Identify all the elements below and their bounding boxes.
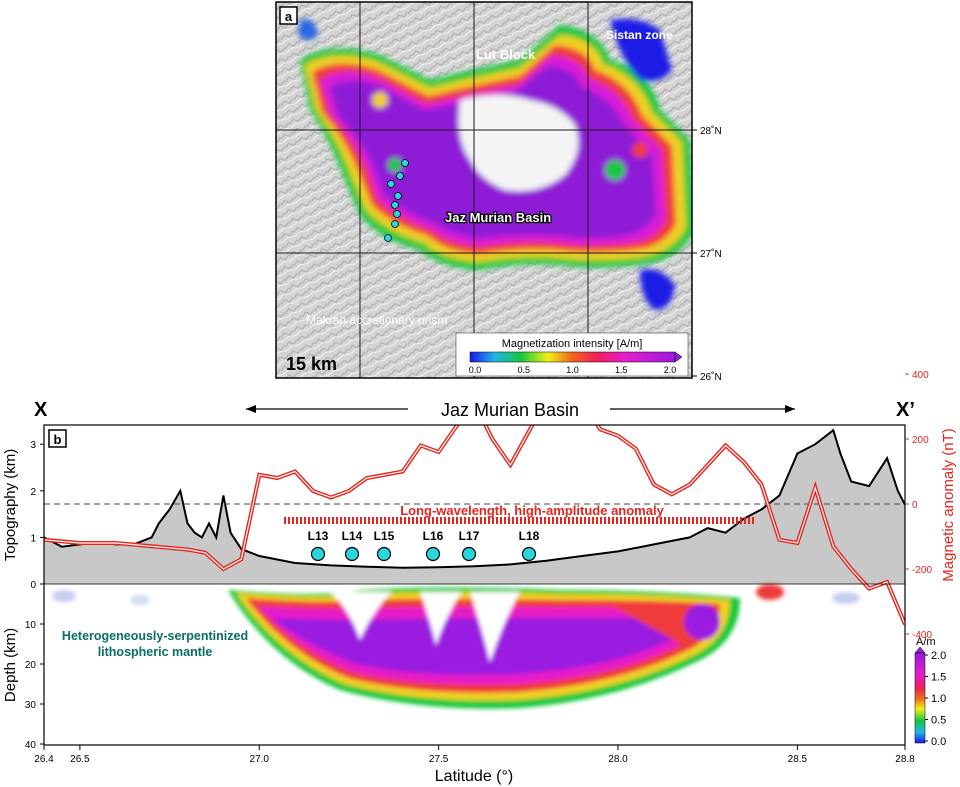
magnetic-axis-label: Magnetic anomaly (nT): [940, 428, 957, 581]
panel-b-label-box: [48, 429, 67, 448]
anomaly-hatch-band: [282, 517, 754, 524]
panel-a-label-box: [279, 6, 298, 25]
depth-colorbar-tick: 2.0: [931, 650, 946, 662]
topo-tick-label: 2: [30, 487, 36, 498]
station-marker-l15: [376, 546, 392, 562]
lut-block-label: Lut Block: [476, 47, 536, 62]
map-station-dot: [394, 192, 402, 200]
station-label-l16: L16: [423, 529, 444, 543]
sistan-zone-label: Sistan zone: [606, 28, 673, 42]
depth-tick-label: 20: [25, 660, 37, 671]
station-marker-l14: [344, 546, 360, 562]
magnetic-tick-label: 200: [912, 435, 929, 446]
makran-label: Makran accretionary prism: [306, 313, 447, 327]
station-marker-l18: [521, 546, 537, 562]
profile-station-markers: L13 L14 L15 L16 L17 L18: [308, 529, 540, 562]
latitude-axis-label: Latitude (°): [435, 768, 513, 785]
depth-magnetization-section: [52, 584, 860, 709]
topo-tick-label: 1: [30, 533, 36, 544]
magnetic-tick-label: 0: [912, 500, 918, 511]
depth-tick-label: 40: [25, 740, 37, 751]
map-station-dot: [391, 201, 399, 209]
depth-colorbar-unit: A/m: [916, 636, 936, 648]
station-label-l17: L17: [459, 529, 480, 543]
map-colorbar-title: Magnetization intensity [A/m]: [502, 338, 643, 350]
depth-colorbar-tick: 1.0: [931, 693, 946, 705]
anomaly-annotation: Long-wavelength, high-amplitude anomaly: [400, 503, 664, 518]
station-label-l13: L13: [308, 529, 329, 543]
depth-tick-label: 10: [25, 620, 37, 631]
map-graticule: [276, 2, 692, 378]
lat-28-label: 28˚N: [700, 125, 722, 137]
latitude-tick-label: 26.5: [70, 754, 90, 765]
profile-frame: [43, 424, 906, 746]
jaz-murian-map-label: Jaz Murian Basin: [445, 210, 551, 225]
scale-label: 15 km: [286, 354, 337, 374]
station-label-l15: L15: [374, 529, 395, 543]
basin-title: Jaz Murian Basin: [441, 400, 579, 420]
map-station-dot: [384, 234, 392, 242]
latitude-tick-label: 27.0: [250, 754, 270, 765]
map-station-dot: [396, 172, 404, 180]
map-panel: Lut Block Sistan zone Jaz Murian Basin M…: [276, 2, 692, 378]
station-label-l18: L18: [519, 529, 540, 543]
depth-colorbar: A/m 2.0 1.5 1.0 0.5 0.0: [914, 636, 946, 748]
map-station-dot: [401, 159, 409, 167]
station-marker-l16: [425, 546, 441, 562]
magnetic-tick-label: -400: [912, 630, 932, 641]
latitude-tick-label: 28.8: [895, 754, 915, 765]
map-colorbar-tick: 0.5: [517, 365, 530, 375]
latitude-tick-label: 26.4: [34, 754, 54, 765]
magnetic-tick-label: -200: [912, 565, 932, 576]
map-colorbar-tick: 1.0: [566, 365, 579, 375]
topo-tick-label: 0: [30, 580, 36, 591]
station-marker-l17: [461, 546, 477, 562]
map-station-markers: [384, 159, 409, 242]
topography-axis-label: Topography (km): [2, 449, 19, 562]
map-station-dot: [387, 180, 395, 188]
mantle-annotation-line2: lithospheric mantle: [98, 645, 213, 659]
station-marker-l13: [310, 546, 326, 562]
depth-colorbar-tick: 1.5: [931, 672, 946, 684]
map-station-dot: [391, 220, 399, 228]
map-colorbar-tick: 2.0: [664, 365, 677, 375]
depth-tick-label: 30: [25, 700, 37, 711]
map-frame: [275, 1, 693, 379]
magnetization-heatmap: [298, 18, 692, 310]
depth-colorbar-tick: 0.5: [931, 715, 946, 727]
latitude-tick-label: 27.5: [429, 754, 449, 765]
panel-a-label: a: [285, 9, 293, 24]
latitude-tick-label: 28.0: [608, 754, 628, 765]
station-label-l14: L14: [342, 529, 363, 543]
depth-axis-label: Depth (km): [2, 628, 19, 702]
depth-colorbar-tick: 0.0: [931, 736, 946, 748]
topo-tick-label: 3: [30, 440, 36, 451]
profile-end-label: X’: [896, 399, 915, 421]
map-colorbar: Magnetization intensity [A/m] 0.0 0.5 1.0 1…: [455, 332, 689, 377]
latitude-tick-label: 28.5: [788, 754, 808, 765]
map-lat-ticks: 28˚N 27˚N 26˚N: [692, 125, 722, 383]
map-station-dot: [393, 210, 401, 218]
mantle-annotation-line1: Heterogeneously-serpentinized: [62, 629, 248, 643]
map-colorbar-tick: 1.5: [615, 365, 628, 375]
topography-fill: [44, 430, 905, 584]
panel-b-label: b: [54, 432, 62, 447]
basin-extent-arrow: [246, 405, 795, 413]
magnetic-anomaly-line-core: [44, 425, 905, 625]
lat-27-label: 27˚N: [700, 248, 722, 260]
map-colorbar-tick: 0.0: [469, 365, 482, 375]
topography-line: [44, 428, 905, 569]
lat-26-label: 26˚N: [700, 371, 722, 383]
profile-start-label: X: [34, 399, 48, 421]
magnetic-tick-label: 400: [912, 370, 929, 381]
